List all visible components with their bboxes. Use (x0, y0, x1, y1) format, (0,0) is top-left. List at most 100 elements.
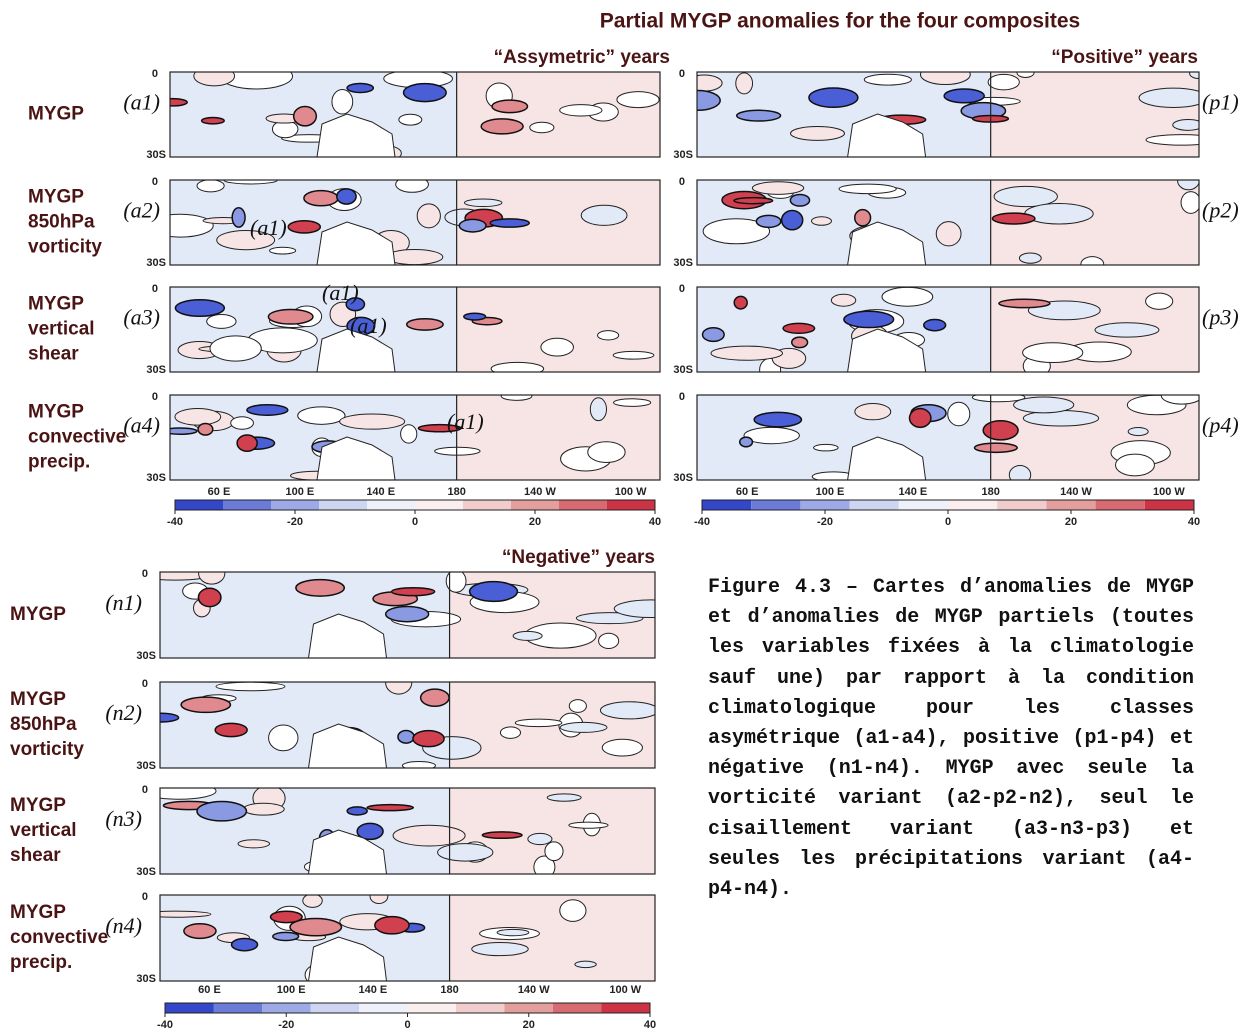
row-label: MYGP (10, 795, 66, 816)
anomaly-blob (1146, 135, 1218, 146)
anomaly-blob (790, 194, 809, 206)
map (697, 387, 1202, 484)
lat-label: 0 (679, 68, 685, 80)
anomaly-blob (273, 932, 299, 940)
anomaly-blob (855, 210, 871, 226)
row-label: MYGP (28, 104, 84, 125)
anomaly-blob (581, 205, 627, 225)
anomaly-blob (202, 118, 225, 124)
colorbar-tick-label: 20 (1065, 516, 1077, 528)
colorbar-segment (456, 1003, 505, 1013)
colorbar-segment (997, 500, 1046, 510)
anomaly-blob (703, 328, 725, 342)
colorbar-tick-label: 40 (644, 1019, 656, 1029)
group-heading: “Assymetric” years (494, 47, 670, 68)
lon-label: 100 E (277, 984, 306, 996)
anomaly-blob (569, 700, 586, 713)
anomaly-blob (404, 84, 447, 102)
lat-label: 30S (673, 149, 693, 161)
anomaly-blob (199, 563, 225, 584)
anomaly-blob (232, 208, 245, 227)
lat-label: 0 (152, 176, 158, 188)
anomaly-blob (811, 217, 831, 225)
colorbar-segment (319, 500, 367, 510)
anomaly-blob (367, 805, 413, 811)
panel-tag: (p1) (1202, 90, 1239, 115)
group-heading: “Negative” years (502, 547, 655, 568)
map (170, 287, 660, 375)
lat-label: 30S (136, 760, 156, 772)
anomaly-blob (513, 631, 542, 640)
colorbar-segment (408, 1003, 457, 1013)
anomaly-blob (737, 110, 781, 121)
anomaly-blob (613, 351, 654, 359)
row-label: 850hPa (10, 714, 77, 735)
map (139, 563, 687, 658)
lat-label: 0 (142, 568, 148, 580)
anomaly-blob (711, 346, 782, 360)
lon-label: 140 W (524, 486, 556, 498)
lat-label: 0 (142, 784, 148, 796)
anomaly-blob (438, 844, 493, 861)
colorbar-tick-label: -40 (157, 1019, 173, 1029)
anomaly-blob (396, 177, 429, 193)
anomaly-blob (831, 294, 855, 306)
anomaly-blob (1025, 203, 1093, 224)
anomaly-blob (497, 929, 529, 935)
anomaly-blob (399, 114, 422, 125)
anomaly-blob (598, 331, 619, 340)
row-label: precip. (10, 952, 72, 973)
lat-label: 30S (146, 257, 166, 269)
lon-label: 140 W (1060, 486, 1092, 498)
anomaly-blob (401, 425, 417, 443)
anomaly-blob (569, 822, 608, 828)
anomaly-blob (370, 889, 388, 904)
anomaly-blob (194, 66, 235, 86)
anomaly-blob (231, 417, 254, 430)
row-label: vertical (10, 820, 77, 841)
anomaly-blob (464, 313, 486, 320)
colorbar-tick-label: -20 (817, 516, 833, 528)
colorbar-segment (165, 1003, 214, 1013)
panel-tag: (a4) (123, 413, 160, 438)
colorbar-segment (702, 500, 751, 510)
anomaly-blob (844, 311, 894, 327)
anomaly-blob (347, 84, 373, 93)
colorbar-tick-label: 40 (1188, 516, 1200, 528)
anomaly-blob (575, 961, 596, 967)
colorbar-segment (899, 500, 948, 510)
anomaly-blob (294, 106, 317, 125)
row-label: shear (10, 845, 61, 866)
anomaly-blob (599, 633, 619, 648)
row-label: convective (10, 927, 108, 948)
anomaly-blob (398, 731, 414, 744)
anomaly-blob (500, 727, 520, 738)
colorbar-tick-label: 0 (945, 516, 951, 528)
anomaly-blob (1017, 68, 1034, 78)
anomaly-blob (541, 338, 574, 356)
row-label: MYGP (10, 689, 66, 710)
anomaly-blob (530, 122, 554, 132)
anomaly-blob (864, 74, 911, 85)
anomaly-blob (999, 299, 1050, 307)
panel-tag: (n3) (105, 806, 142, 831)
row-label: precip. (28, 452, 90, 473)
anomaly-blob (839, 184, 896, 194)
anomaly-blob (590, 398, 606, 421)
map (141, 783, 655, 878)
lon-label: 140 E (898, 486, 927, 498)
anomaly-blob (515, 719, 562, 727)
lat-label: 30S (146, 364, 166, 376)
anomaly-blob (393, 825, 465, 846)
anomaly-blob (472, 942, 528, 955)
panel-tag: (a3) (123, 305, 160, 330)
colorbar-segment (415, 500, 463, 510)
colorbar-segment (271, 500, 319, 510)
anomaly-blob (490, 219, 529, 227)
colorbar-segment (559, 500, 607, 510)
lat-label: 30S (673, 364, 693, 376)
anomaly-blob (1190, 68, 1207, 79)
map-ocean-west (697, 395, 991, 480)
map (140, 889, 655, 987)
row-label: shear (28, 344, 79, 365)
